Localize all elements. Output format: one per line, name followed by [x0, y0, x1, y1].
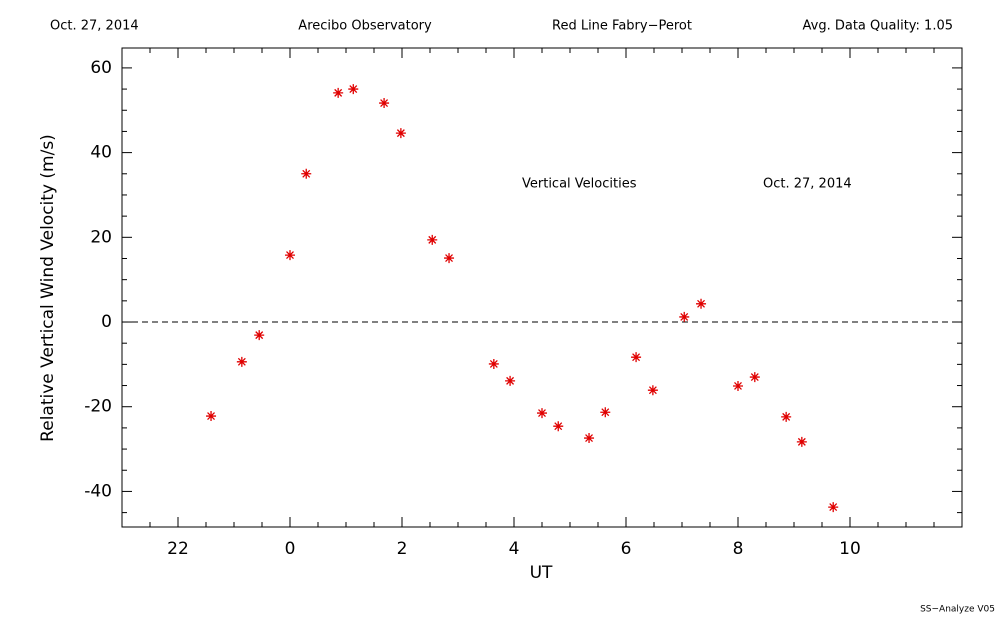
data-point — [444, 253, 455, 264]
data-point — [553, 421, 564, 432]
y-tick-label: 20 — [90, 227, 112, 247]
y-tick-label: 60 — [90, 58, 112, 78]
data-point — [395, 128, 406, 139]
data-point — [600, 407, 611, 418]
x-tick-label: 6 — [621, 539, 632, 559]
data-point — [379, 98, 390, 109]
data-point — [647, 385, 658, 396]
data-point — [301, 168, 312, 179]
data-point — [333, 87, 344, 98]
x-tick-label: 22 — [167, 539, 189, 559]
data-point — [584, 433, 595, 444]
data-point — [236, 356, 247, 367]
y-axis-label: Relative Vertical Wind Velocity (m/s) — [38, 134, 58, 442]
data-point — [537, 408, 547, 419]
data-point — [505, 375, 516, 386]
annotation: Vertical Velocities — [522, 177, 637, 192]
header-quality: Avg. Data Quality: 1.05 — [803, 19, 953, 34]
data-point — [679, 311, 690, 322]
x-tick-label: 8 — [733, 539, 744, 559]
data-point — [733, 380, 743, 391]
y-tick-label: -40 — [84, 481, 112, 501]
x-axis-label: UT — [530, 563, 553, 583]
data-point — [749, 372, 760, 383]
x-tick-label: 10 — [839, 539, 861, 559]
data-point — [427, 234, 438, 245]
header-site: Arecibo Observatory — [298, 19, 432, 34]
y-tick-label: 0 — [101, 312, 112, 332]
data-point — [631, 352, 642, 363]
x-tick-label: 2 — [397, 539, 408, 559]
header-instrument: Red Line Fabry−Perot — [552, 19, 692, 34]
data-point — [796, 436, 807, 447]
data-point — [781, 411, 792, 422]
x-tick-label: 0 — [285, 539, 296, 559]
data-point — [696, 298, 707, 309]
x-tick-label: 4 — [509, 539, 520, 559]
data-point — [488, 358, 499, 369]
data-point — [285, 250, 295, 261]
data-point — [828, 502, 839, 513]
data-point — [206, 411, 217, 422]
footer: SS−Analyze V05 — [920, 605, 995, 615]
header-date: Oct. 27, 2014 — [50, 19, 139, 34]
y-tick-label: -20 — [84, 397, 112, 417]
y-tick-label: 40 — [90, 143, 112, 163]
data-point — [254, 330, 265, 341]
data-point — [348, 84, 359, 95]
annotation: Oct. 27, 2014 — [763, 177, 852, 192]
